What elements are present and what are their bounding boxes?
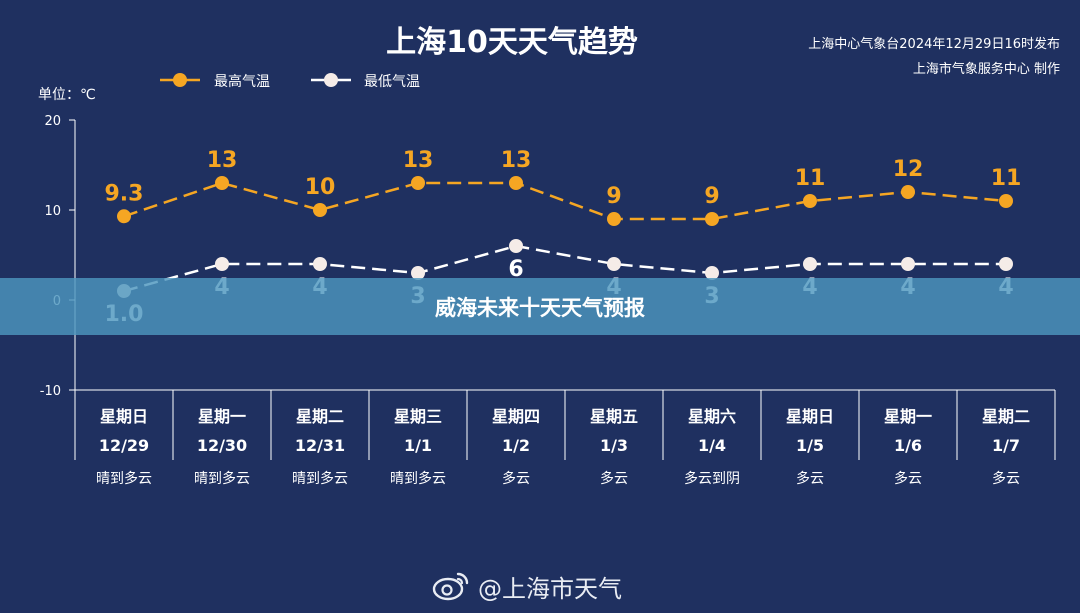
- category-day-label: 星期三: [394, 407, 442, 426]
- category-date-label: 1/6: [894, 436, 922, 455]
- high-temp-data-label: 12: [893, 157, 924, 182]
- high-temp-data-label: 9: [606, 184, 621, 209]
- unit-label: 单位：℃: [38, 87, 96, 103]
- high-temp-data-label: 13: [501, 148, 532, 173]
- category-day-label: 星期日: [786, 407, 834, 426]
- low-temp-data-label: 6: [508, 257, 523, 282]
- high-temp-point: [999, 194, 1013, 208]
- category-weather-label: 晴到多云: [292, 470, 348, 487]
- category-date-label: 1/2: [502, 436, 530, 455]
- axes: 20100-10: [40, 114, 1056, 460]
- high-temp-line: [123, 181, 1007, 221]
- high-temp-data-label: 10: [305, 175, 336, 200]
- high-temp-point: [215, 176, 229, 190]
- category-weather-label: 多云: [600, 470, 628, 487]
- category-date-label: 12/31: [295, 436, 345, 455]
- category-date-label: 1/4: [698, 436, 726, 455]
- legend: 最高气温 最低气温: [160, 73, 420, 90]
- high-temp-point: [411, 176, 425, 190]
- category-date-label: 12/29: [99, 436, 149, 455]
- category-date-label: 1/1: [404, 436, 432, 455]
- category-day-label: 星期二: [296, 407, 344, 426]
- legend-high-label: 最高气温: [214, 73, 270, 90]
- category-weather-label: 多云: [992, 470, 1020, 487]
- low-temp-point: [411, 266, 425, 280]
- category-weather-label: 晴到多云: [194, 470, 250, 487]
- category-day-label: 星期日: [100, 407, 148, 426]
- low-temp-point: [999, 257, 1013, 271]
- high-temp-point: [705, 212, 719, 226]
- source-line-1: 上海中心气象台2024年12月29日16时发布: [808, 36, 1060, 52]
- legend-low-marker: [324, 73, 338, 87]
- high-temp-data-label: 13: [207, 148, 238, 173]
- category-day-label: 星期一: [198, 407, 246, 426]
- category-day-label: 星期五: [590, 407, 638, 426]
- high-temp-point: [607, 212, 621, 226]
- legend-high-marker: [173, 73, 187, 87]
- watermark-text: @上海市天气: [478, 574, 622, 603]
- category-weather-label: 多云到阴: [684, 470, 740, 487]
- category-weather-label: 多云: [796, 470, 824, 487]
- high-temp-data-label: 9: [704, 184, 719, 209]
- category-day-label: 星期四: [492, 407, 540, 426]
- low-temp-point: [705, 266, 719, 280]
- high-temp-point: [313, 203, 327, 217]
- y-tick-label: 10: [44, 204, 61, 219]
- legend-low-label: 最低气温: [364, 74, 420, 90]
- high-temp-data-label: 9.3: [105, 181, 144, 206]
- overlay-banner: 威海未来十天天气预报: [0, 278, 1080, 335]
- category-weather-label: 晴到多云: [390, 470, 446, 487]
- high-temp-point: [117, 209, 131, 224]
- high-temp-point: [901, 185, 915, 199]
- category-day-label: 星期二: [982, 407, 1030, 426]
- high-temp-point: [803, 194, 817, 208]
- series-lines: [123, 181, 1007, 293]
- category-day-label: 星期六: [688, 407, 736, 426]
- y-tick-label: 20: [44, 114, 61, 129]
- category-date-label: 1/7: [992, 436, 1020, 455]
- low-temp-point: [215, 257, 229, 271]
- weibo-icon: [432, 572, 469, 601]
- source-line-2: 上海市气象服务中心 制作: [913, 61, 1060, 77]
- series-points: [117, 176, 1013, 298]
- low-temp-point: [313, 257, 327, 271]
- banner-text: 威海未来十天天气预报: [435, 295, 645, 320]
- high-temp-point: [509, 176, 523, 190]
- high-temp-data-label: 11: [991, 166, 1022, 191]
- low-temp-point: [901, 257, 915, 271]
- category-date-label: 1/5: [796, 436, 824, 455]
- y-tick-label: -10: [40, 384, 61, 399]
- low-temp-point: [607, 257, 621, 271]
- high-temp-data-label: 11: [795, 166, 826, 191]
- category-weather-label: 多云: [894, 470, 922, 487]
- category-weather-label: 多云: [502, 470, 530, 487]
- chart-title: 上海10天天气趋势: [386, 25, 638, 60]
- category-day-label: 星期一: [884, 407, 932, 426]
- watermark: @上海市天气: [432, 568, 622, 604]
- category-date-label: 12/30: [197, 436, 247, 455]
- low-temp-point: [509, 239, 523, 253]
- high-temp-data-label: 13: [403, 148, 434, 173]
- category-weather-label: 晴到多云: [96, 470, 152, 487]
- low-temp-point: [803, 257, 817, 271]
- category-labels: 星期日 12/29 晴到多云 星期一 12/30 晴到多云 星期二 12/31 晴到多云 星期三 1…: [96, 407, 1030, 487]
- low-temp-line: [123, 244, 1006, 293]
- category-date-label: 1/3: [600, 436, 628, 455]
